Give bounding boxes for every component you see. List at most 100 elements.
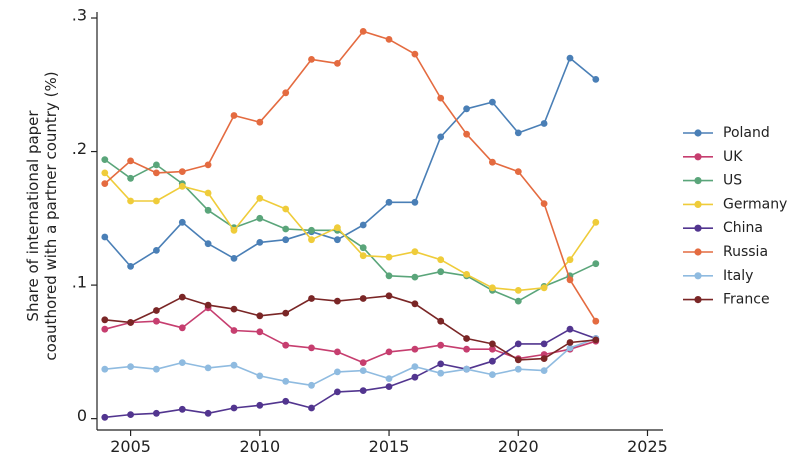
data-point-france [127,319,134,326]
data-point-russia [178,168,186,176]
data-point-russia [359,28,367,35]
data-point-us [256,214,264,222]
data-point-italy [411,363,419,370]
data-point-poland [256,239,264,246]
data-point-poland [514,129,522,137]
data-point-germany [153,197,160,205]
data-point-russia [308,56,315,63]
legend-label: Italy [723,268,753,284]
data-point-china [334,388,341,396]
data-point-france [566,339,574,346]
y-axis-title-line-1: Share of international paper [24,110,42,322]
data-point-germany [437,256,445,264]
series-layer [101,28,600,421]
data-point-russia [127,157,134,165]
series-line-china [104,328,597,419]
data-point-italy [308,381,315,389]
data-point-china [566,325,574,333]
data-point-france [437,317,445,325]
data-point-italy [204,364,212,372]
legend: Poland UK US Germany China Russia Italy France [683,125,787,308]
data-point-uk [256,328,264,336]
data-point-italy [178,359,186,366]
data-point-china [204,409,212,417]
data-point-russia [411,50,419,58]
data-point-uk [308,344,315,352]
series-france [101,292,600,364]
series-germany [101,169,600,294]
series-line-france [104,294,596,361]
legend-item-italy: Italy [683,268,753,284]
data-point-us [127,174,134,182]
data-point-italy [566,344,574,352]
data-point-italy [540,367,548,374]
data-point-poland [411,198,419,206]
data-point-italy [463,365,470,373]
legend-swatch-marker [694,200,702,208]
data-point-france [178,293,186,301]
data-point-russia [385,36,393,43]
data-point-italy [489,371,496,378]
data-point-poland [540,120,548,127]
data-point-russia [463,130,470,138]
data-point-uk [359,359,367,366]
data-point-poland [230,255,238,262]
data-point-poland [204,240,212,248]
data-point-poland [385,198,393,206]
data-point-germany [308,236,315,244]
data-point-poland [127,263,134,270]
data-point-germany [230,226,238,234]
legend-label: Germany [723,196,787,212]
legend-swatch-marker [694,224,702,232]
data-point-us [385,272,393,280]
legend-item-china: China [683,220,763,236]
data-point-germany [489,284,496,292]
data-point-poland [101,233,109,241]
x-tick-label: 2005 [110,437,151,456]
data-point-poland [463,105,470,113]
legend-item-poland: Poland [683,125,770,141]
data-point-france [359,295,367,302]
data-point-uk [463,345,470,353]
legend-label: China [723,220,763,236]
data-point-italy [385,375,393,382]
data-point-germany [204,189,212,197]
data-point-poland [437,133,445,141]
data-point-uk [178,324,186,332]
legend-item-uk: UK [683,149,743,165]
data-point-germany [540,284,548,292]
series-italy [101,335,600,389]
legend-swatch-marker [694,248,702,256]
x-axis-ticks: 2005 2010 2015 2020 2025 [110,430,668,456]
data-point-germany [101,169,109,177]
data-point-russia [101,180,109,188]
data-point-us [153,161,160,169]
data-point-germany [566,256,574,264]
data-point-china [282,397,290,405]
x-tick-label: 2025 [627,437,668,456]
data-point-france [230,305,238,313]
data-point-china [411,373,419,381]
data-point-russia [153,169,160,177]
data-point-germany [385,253,393,261]
data-point-us [359,244,367,252]
data-point-germany [178,182,186,190]
y-tick-label: .2 [72,139,87,158]
data-point-italy [153,365,160,373]
y-axis-title: Share of international paper coauthored … [24,71,60,360]
x-tick-label: 2015 [369,437,410,456]
data-point-china [256,401,264,409]
legend-swatch-marker [694,129,702,137]
data-point-china [514,340,522,348]
y-axis-ticks: 0 .1 .2 .3 [72,6,97,425]
data-point-italy [101,365,109,373]
data-point-poland [566,54,574,62]
series-line-russia [104,30,597,322]
data-point-italy [437,369,445,377]
data-point-us [437,268,445,276]
data-point-france [463,335,470,342]
data-point-us [101,156,109,164]
data-point-uk [437,341,445,349]
